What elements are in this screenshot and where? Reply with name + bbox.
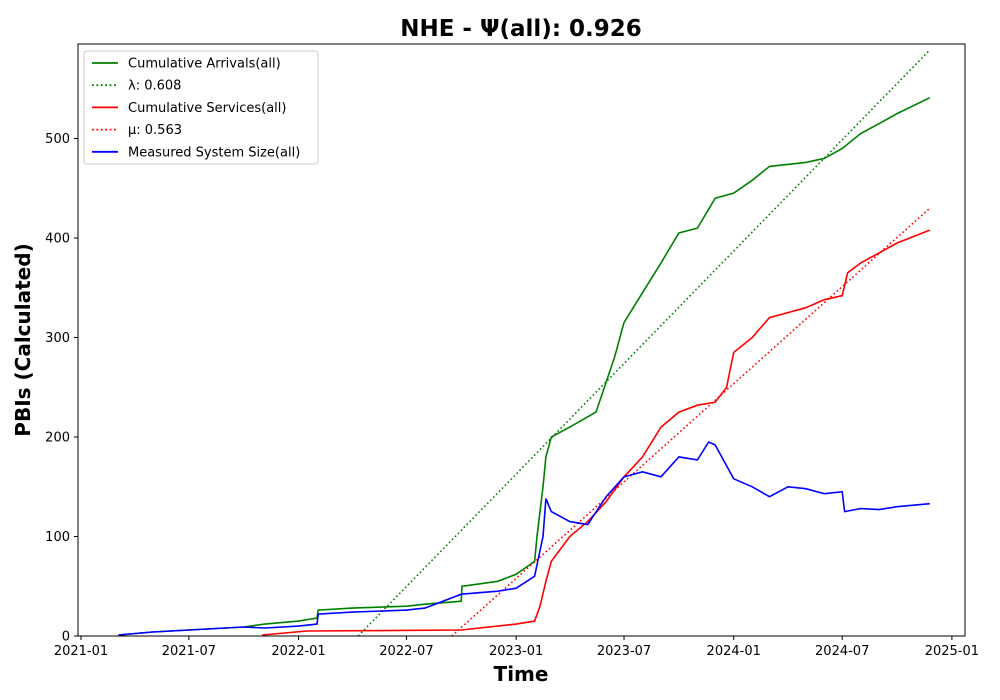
y-axis-title: PBIs (Calculated)	[11, 243, 35, 436]
y-tick-label: 200	[45, 431, 70, 446]
legend-label-2: λ: 0.608	[128, 79, 181, 94]
y-tick-label: 300	[45, 331, 70, 346]
legend: Cumulative Arrivals(all) λ: 0.608 Cumulati…	[83, 50, 319, 165]
legend-box	[83, 50, 319, 165]
x-tick-label: 2022-01	[271, 644, 325, 659]
y-tick-label: 0	[62, 630, 70, 645]
x-axis-title: Time	[494, 662, 549, 686]
x-tick-label: 2022-07	[379, 644, 433, 659]
y-tick-label: 500	[45, 132, 70, 147]
y-tick-label: 100	[45, 530, 70, 545]
x-tick-label: 2025-01	[925, 644, 979, 659]
y-tick-label: 400	[45, 232, 70, 247]
x-tick-label: 2023-07	[597, 644, 651, 659]
x-tick-label: 2021-07	[162, 644, 216, 659]
series-line-5	[118, 440, 930, 636]
plot-frame	[77, 43, 966, 637]
x-tick-label: 2024-07	[815, 644, 869, 659]
series-line-4	[451, 207, 931, 636]
legend-label-3: Cumulative Services(all)	[128, 101, 286, 116]
legend-label-5: Measured System Size(all)	[128, 145, 300, 160]
x-tick-label: 2023-01	[489, 644, 543, 659]
legend-label-4: μ: 0.563	[128, 123, 182, 138]
chart-title: NHE - Ψ(all): 0.926	[400, 16, 642, 42]
x-tick-label: 2024-01	[707, 644, 761, 659]
axes: 2021-01 2021-07 2022-01 2022-07 2023-01 2023-…	[45, 132, 979, 659]
plot-area	[118, 49, 931, 636]
x-tick-label: 2021-01	[54, 644, 108, 659]
legend-label-1: Cumulative Arrivals(all)	[128, 57, 281, 72]
series-line-3	[262, 229, 931, 636]
